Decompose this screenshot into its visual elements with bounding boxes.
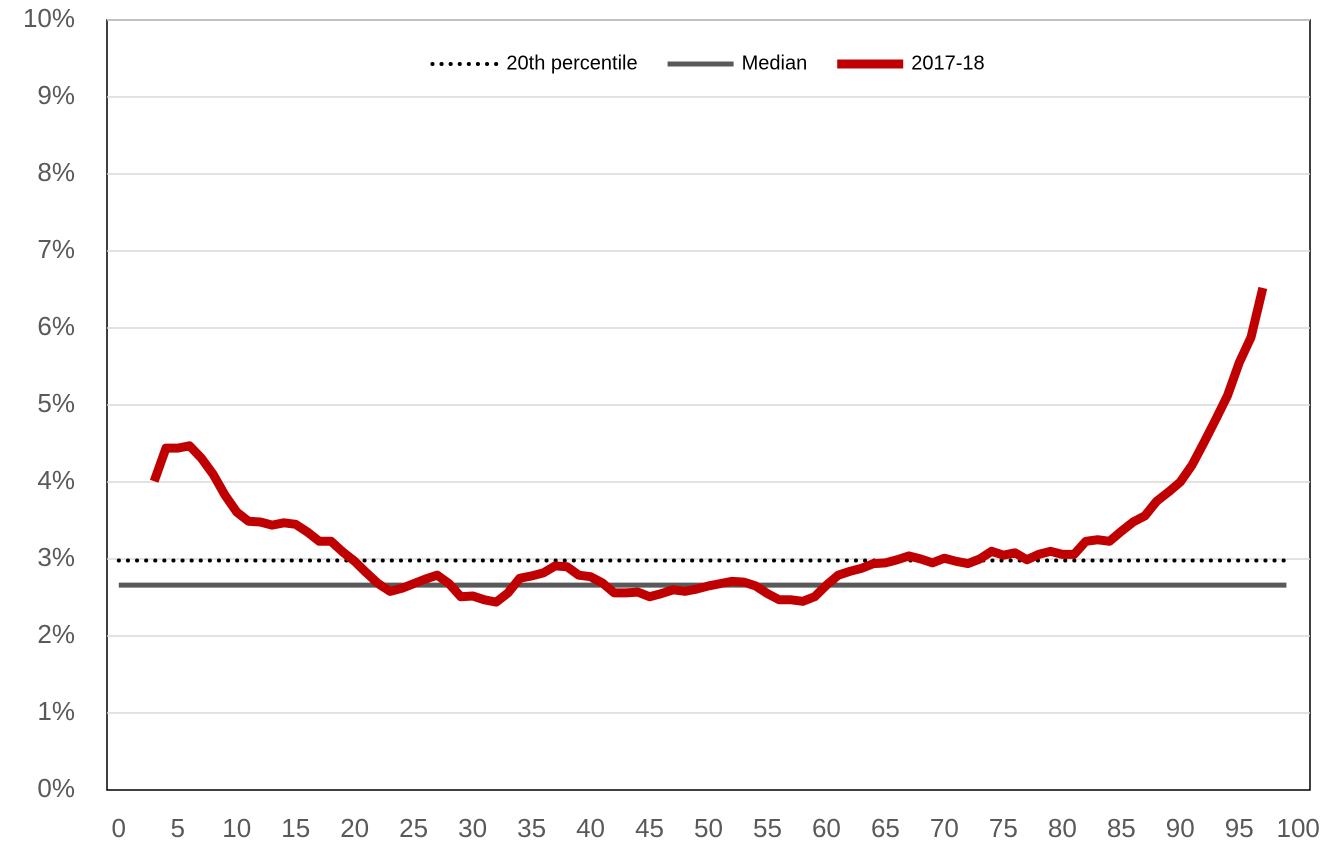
- series-line: [149, 286, 1268, 607]
- x-tick-label: 80: [1048, 813, 1077, 843]
- x-tick-label: 65: [871, 813, 900, 843]
- x-tick-label: 95: [1225, 813, 1254, 843]
- x-tick-label: 90: [1166, 813, 1195, 843]
- x-tick-label: 50: [694, 813, 723, 843]
- y-tick-label: 9%: [37, 80, 75, 110]
- y-tick-label: 3%: [37, 542, 75, 572]
- y-tick-label: 1%: [37, 696, 75, 726]
- x-tick-label: 10: [222, 813, 251, 843]
- x-tick-label: 45: [635, 813, 664, 843]
- x-tick-label: 70: [930, 813, 959, 843]
- y-tick-label: 2%: [37, 619, 75, 649]
- y-tick-label: 4%: [37, 465, 75, 495]
- legend-label: 2017-18: [911, 52, 984, 74]
- x-tick-label: 100: [1277, 813, 1320, 843]
- x-tick-label: 55: [753, 813, 782, 843]
- x-tick-label: 0: [112, 813, 126, 843]
- x-tick-label: 60: [812, 813, 841, 843]
- x-tick-label: 5: [171, 813, 185, 843]
- y-tick-label: 0%: [37, 773, 75, 803]
- legend-label: Median: [742, 52, 808, 74]
- legend-label: 20th percentile: [506, 52, 637, 74]
- y-tick-label: 5%: [37, 388, 75, 418]
- x-tick-label: 40: [576, 813, 605, 843]
- x-tick-label: 85: [1107, 813, 1136, 843]
- y-tick-label: 6%: [37, 311, 75, 341]
- y-tick-label: 8%: [37, 157, 75, 187]
- x-tick-label: 25: [399, 813, 428, 843]
- x-tick-label: 35: [517, 813, 546, 843]
- x-tick-label: 20: [340, 813, 369, 843]
- y-tick-label: 10%: [23, 3, 75, 33]
- y-tick-label: 7%: [37, 234, 75, 264]
- x-tick-label: 15: [281, 813, 310, 843]
- x-tick-label: 30: [458, 813, 487, 843]
- x-tick-label: 75: [989, 813, 1018, 843]
